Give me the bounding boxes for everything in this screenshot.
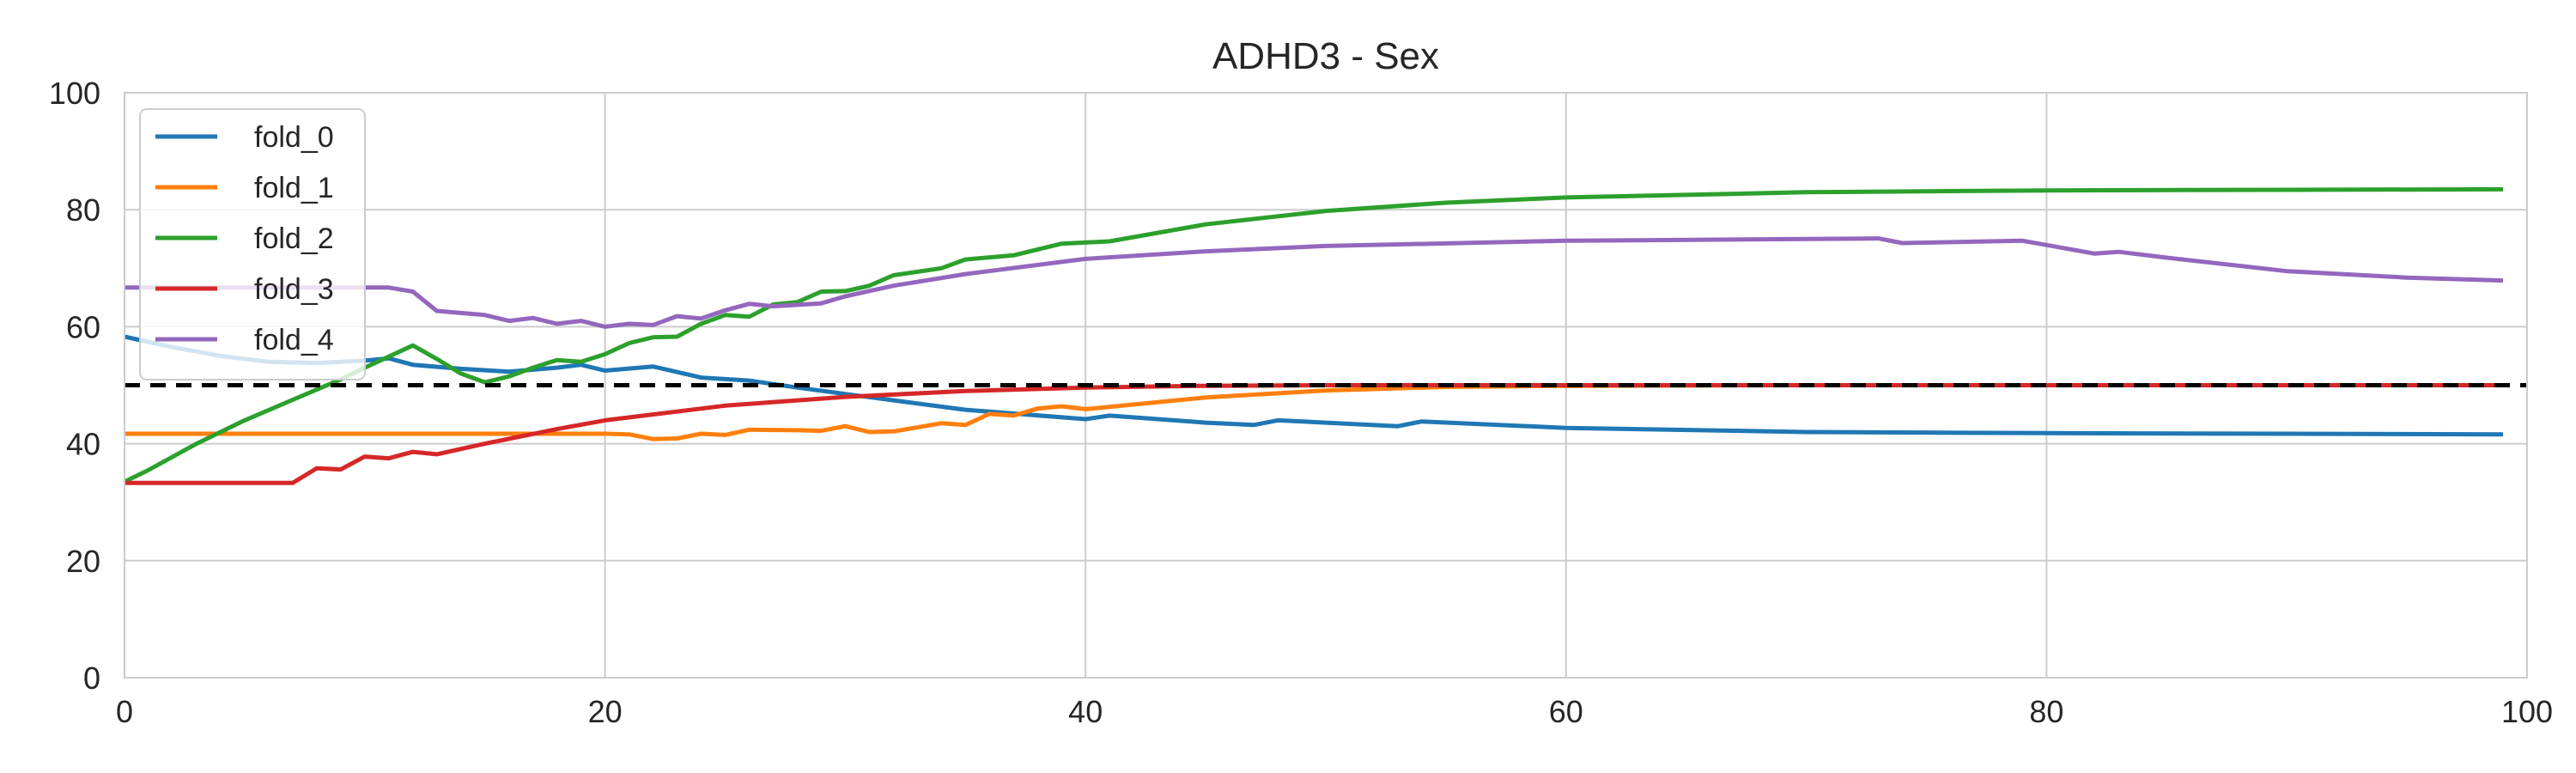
legend: fold_0 fold_1 fold_2 fold_3 fold_4: [139, 108, 366, 380]
x-tick-label: 0: [116, 694, 133, 729]
x-tick-label: 40: [1068, 694, 1103, 729]
x-tick-label: 60: [1549, 694, 1583, 729]
series-line-fold-4: [125, 236, 2504, 329]
y-tick-label: 20: [66, 544, 100, 579]
x-tick-label: 80: [2029, 694, 2063, 729]
legend-label: fold_2: [254, 222, 334, 255]
legend-label: fold_0: [254, 121, 334, 154]
y-tick-label: 100: [49, 76, 100, 111]
series-line-fold-2: [123, 186, 2504, 484]
legend-label: fold_1: [254, 172, 334, 204]
x-tick-label: 20: [588, 694, 623, 729]
plot-frame: [124, 92, 2528, 679]
series-lines: [123, 186, 2504, 485]
x-tick-label: 100: [2501, 694, 2553, 729]
tick-labels: 0 20 40 60 80 100 0 20 40 60 80 100: [49, 76, 2553, 729]
legend-label: fold_4: [254, 324, 334, 356]
y-tick-label: 40: [66, 427, 100, 462]
y-tick-label: 0: [83, 660, 100, 696]
legend-label: fold_3: [254, 273, 334, 306]
series-line-fold-1: [125, 383, 2503, 441]
y-tick-label: 60: [66, 309, 100, 344]
chart-title: ADHD3 - Sex: [1212, 35, 1439, 77]
legend-box: [139, 108, 366, 380]
y-tick-label: 80: [66, 192, 100, 228]
